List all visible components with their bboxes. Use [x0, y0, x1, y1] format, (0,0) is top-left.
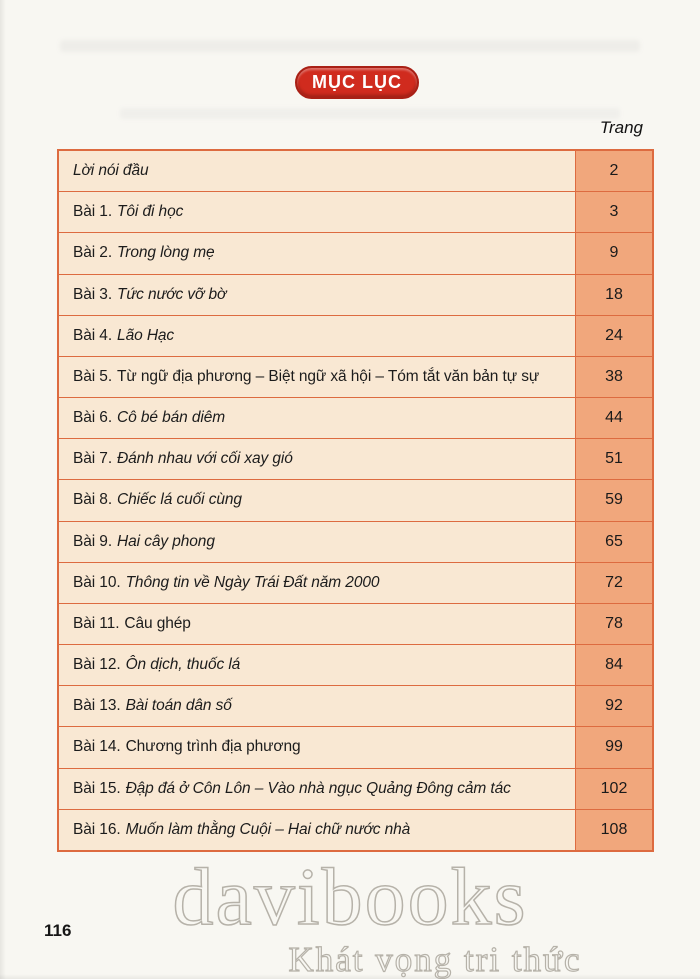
toc-entry-page-number: 3 [575, 192, 652, 233]
toc-entry-title-cell: Bài 3. Tức nước vỡ bờ [59, 274, 575, 315]
toc-entry-prefix: Bài 1. [73, 203, 113, 221]
toc-entry-page-number: 78 [575, 603, 652, 645]
toc-entry-prefix: Bài 3. [73, 285, 113, 303]
toc-row: Bài 1. Tôi đi học 3 [59, 192, 652, 234]
toc-entry-name: Đánh nhau với cối xay gió [117, 450, 293, 468]
toc-entry-prefix: Bài 6. [73, 409, 113, 427]
toc-entry-page-number: 9 [575, 233, 652, 274]
toc-entry-page-number: 84 [575, 645, 652, 686]
toc-entry-page-number: 59 [575, 480, 652, 521]
toc-entry-page-number: 72 [575, 562, 652, 603]
toc-entry-title-cell: Bài 7. Đánh nhau với cối xay gió [59, 439, 575, 480]
toc-entry-prefix: Bài 7. [73, 450, 113, 468]
watermark-brand: davibooks [172, 851, 528, 942]
toc-row: Bài 13. Bài toán dân số 92 [59, 686, 652, 728]
page-title: MỤC LỤC [312, 72, 402, 92]
toc-row: Bài 12. Ôn dịch, thuốc lá 84 [59, 645, 652, 687]
toc-entry-name: Tức nước vỡ bờ [117, 285, 227, 303]
toc-row: Bài 16. Muốn làm thằng Cuội – Hai chữ nướ… [59, 809, 652, 850]
page-column-header: Trang [599, 118, 643, 137]
toc-entry-title-cell: Bài 8. Chiếc lá cuối cùng [59, 480, 575, 521]
toc-entry-title-cell: Bài 4. Lão Hạc [59, 315, 575, 356]
toc-entry-name: Ôn dịch, thuốc lá [125, 656, 241, 674]
page-title-badge: MỤC LỤC [295, 66, 419, 99]
toc-entry-prefix: Bài 13. [73, 697, 121, 715]
toc-entry-title-cell: Bài 9. Hai cây phong [59, 521, 575, 562]
toc-entry-prefix: Bài 8. [73, 491, 113, 509]
toc-row: Bài 11. Câu ghép 78 [59, 603, 652, 646]
toc-entry-name: Câu ghép [124, 614, 191, 632]
toc-entry-name: Thông tin về Ngày Trái Đất năm 2000 [125, 573, 380, 591]
toc-entry-title-cell: Bài 2. Trong lòng mẹ [59, 233, 575, 274]
toc-row: Bài 9. Hai cây phong 65 [59, 521, 652, 563]
toc-entry-prefix: Bài 11. [73, 614, 120, 632]
ghost-showthrough-texture [60, 40, 640, 52]
ghost-showthrough-texture [120, 108, 620, 119]
toc-row: Bài 3. Tức nước vỡ bờ 18 [59, 274, 652, 316]
toc-entry-title-cell: Bài 14. Chương trình địa phương [59, 727, 575, 768]
toc-entry-name: Hai cây phong [117, 532, 215, 550]
toc-entry-page-number: 2 [575, 151, 652, 192]
toc-entry-page-number: 24 [575, 315, 652, 356]
folio-page-number: 116 [44, 921, 72, 940]
toc-entry-page-number: 99 [575, 727, 652, 768]
toc-row: Lời nói đầu 2 [59, 151, 652, 193]
toc-row: Bài 4. Lão Hạc 24 [59, 315, 652, 357]
toc-entry-prefix: Bài 5. [73, 367, 113, 385]
toc-entry-title-cell: Bài 16. Muốn làm thằng Cuội – Hai chữ nướ… [59, 809, 575, 850]
toc-entry-prefix: Bài 2. [73, 244, 113, 262]
toc-row: Bài 10. Thông tin về Ngày Trái Đất năm 20… [59, 562, 652, 604]
toc-entry-title-cell: Bài 13. Bài toán dân số [59, 686, 575, 727]
toc-entry-page-number: 102 [575, 768, 652, 809]
toc-entry-prefix: Bài 15. [73, 779, 121, 797]
toc-entry-prefix: Bài 16. [73, 820, 121, 838]
toc-entry-name: Bài toán dân số [125, 697, 232, 715]
watermark: davibooks Khát vọng tri thức [0, 851, 700, 979]
toc-row: Bài 7. Đánh nhau với cối xay gió 51 [59, 439, 652, 481]
toc-entry-prefix: Bài 14. [73, 738, 121, 756]
toc-row: Bài 14. Chương trình địa phương 99 [59, 727, 652, 769]
toc-entry-title-cell: Bài 10. Thông tin về Ngày Trái Đất năm 20… [59, 562, 575, 603]
toc-entry-page-number: 92 [575, 686, 652, 727]
toc-entry-name: Cô bé bán diêm [117, 409, 226, 427]
scan-edge-shadow-bottom [0, 974, 700, 979]
toc-entry-prefix: Bài 10. [73, 573, 121, 591]
toc-row: Bài 2. Trong lòng mẹ 9 [59, 233, 652, 275]
toc-entry-name: Từ ngữ địa phương – Biệt ngữ xã hội – Tó… [117, 367, 540, 385]
toc-entry-title-cell: Bài 12. Ôn dịch, thuốc lá [59, 645, 575, 686]
toc-entry-name: Muốn làm thằng Cuội – Hai chữ nước nhà [125, 820, 411, 838]
toc-row: Bài 15. Đập đá ở Côn Lôn – Vào nhà ngục Q… [59, 768, 652, 810]
toc-entry-name: Trong lòng mẹ [117, 244, 215, 262]
toc-entry-title-cell: Lời nói đầu [59, 151, 575, 192]
toc-entry-page-number: 51 [575, 439, 652, 480]
toc-entry-prefix: Bài 9. [73, 532, 113, 550]
toc-entry-page-number: 44 [575, 398, 652, 439]
toc-entry-title-cell: Bài 6. Cô bé bán diêm [59, 398, 575, 439]
toc-entry-name: Chiếc lá cuối cùng [117, 491, 242, 509]
toc-entry-title-cell: Bài 15. Đập đá ở Côn Lôn – Vào nhà ngục Q… [59, 768, 575, 809]
toc-entry-title-cell: Bài 5. Từ ngữ địa phương – Biệt ngữ xã hộ… [59, 356, 575, 398]
toc-entry-title-cell: Bài 11. Câu ghép [59, 603, 575, 645]
toc-entry-page-number: 38 [575, 356, 652, 398]
toc-entry-title-cell: Bài 1. Tôi đi học [59, 192, 575, 233]
toc-entry-name: Tôi đi học [117, 203, 184, 221]
toc-entry-page-number: 65 [575, 521, 652, 562]
toc-table: Lời nói đầu 2 Bài 1. Tôi đi học 3 Bài 2. T… [57, 149, 654, 852]
toc-entry-name: Lão Hạc [117, 326, 175, 344]
toc-entry-name: Lời nói đầu [73, 162, 149, 180]
scan-edge-shadow-left [0, 0, 6, 979]
toc-row: Bài 6. Cô bé bán diêm 44 [59, 398, 652, 440]
watermark-slogan: Khát vọng tri thức [288, 940, 582, 979]
toc-row: Bài 5. Từ ngữ địa phương – Biệt ngữ xã hộ… [59, 356, 652, 399]
toc-entry-name: Chương trình địa phương [125, 738, 301, 756]
toc-entry-page-number: 108 [575, 809, 652, 850]
toc-row: Bài 8. Chiếc lá cuối cùng 59 [59, 480, 652, 522]
toc-entry-name: Đập đá ở Côn Lôn – Vào nhà ngục Quảng Đô… [125, 779, 511, 797]
toc-entry-prefix: Bài 12. [73, 656, 121, 674]
toc-entry-prefix: Bài 4. [73, 326, 113, 344]
toc-entry-page-number: 18 [575, 274, 652, 315]
